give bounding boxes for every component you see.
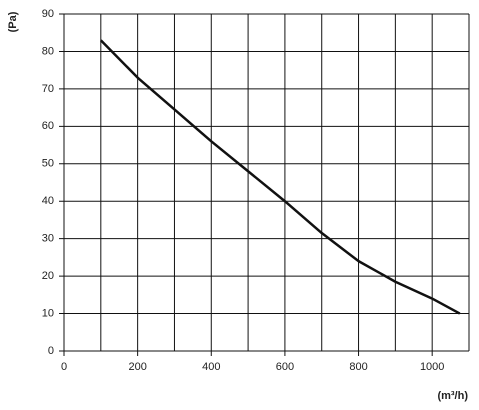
x-tick-label: 800 bbox=[349, 361, 367, 373]
x-tick-label: 1000 bbox=[420, 361, 444, 373]
x-tick-label: 200 bbox=[128, 361, 146, 373]
y-tick-label: 90 bbox=[42, 8, 54, 20]
x-tick-label: 0 bbox=[61, 361, 67, 373]
y-tick-label: 80 bbox=[42, 45, 54, 57]
y-tick-label: 10 bbox=[42, 307, 54, 319]
x-axis-label: (m³/h) bbox=[437, 390, 468, 402]
y-tick-label: 50 bbox=[42, 158, 54, 170]
y-tick-label: 20 bbox=[42, 270, 54, 282]
data-line bbox=[99, 39, 461, 315]
y-tick-label: 40 bbox=[42, 195, 54, 207]
y-tick-label: 60 bbox=[42, 120, 54, 132]
y-axis-label: (Pa) bbox=[7, 11, 19, 32]
x-tick-label: 600 bbox=[276, 361, 294, 373]
y-tick-label: 70 bbox=[42, 83, 54, 95]
x-tick-label: 400 bbox=[202, 361, 220, 373]
y-tick-label: 30 bbox=[42, 233, 54, 245]
y-tick-label: 0 bbox=[48, 345, 54, 357]
